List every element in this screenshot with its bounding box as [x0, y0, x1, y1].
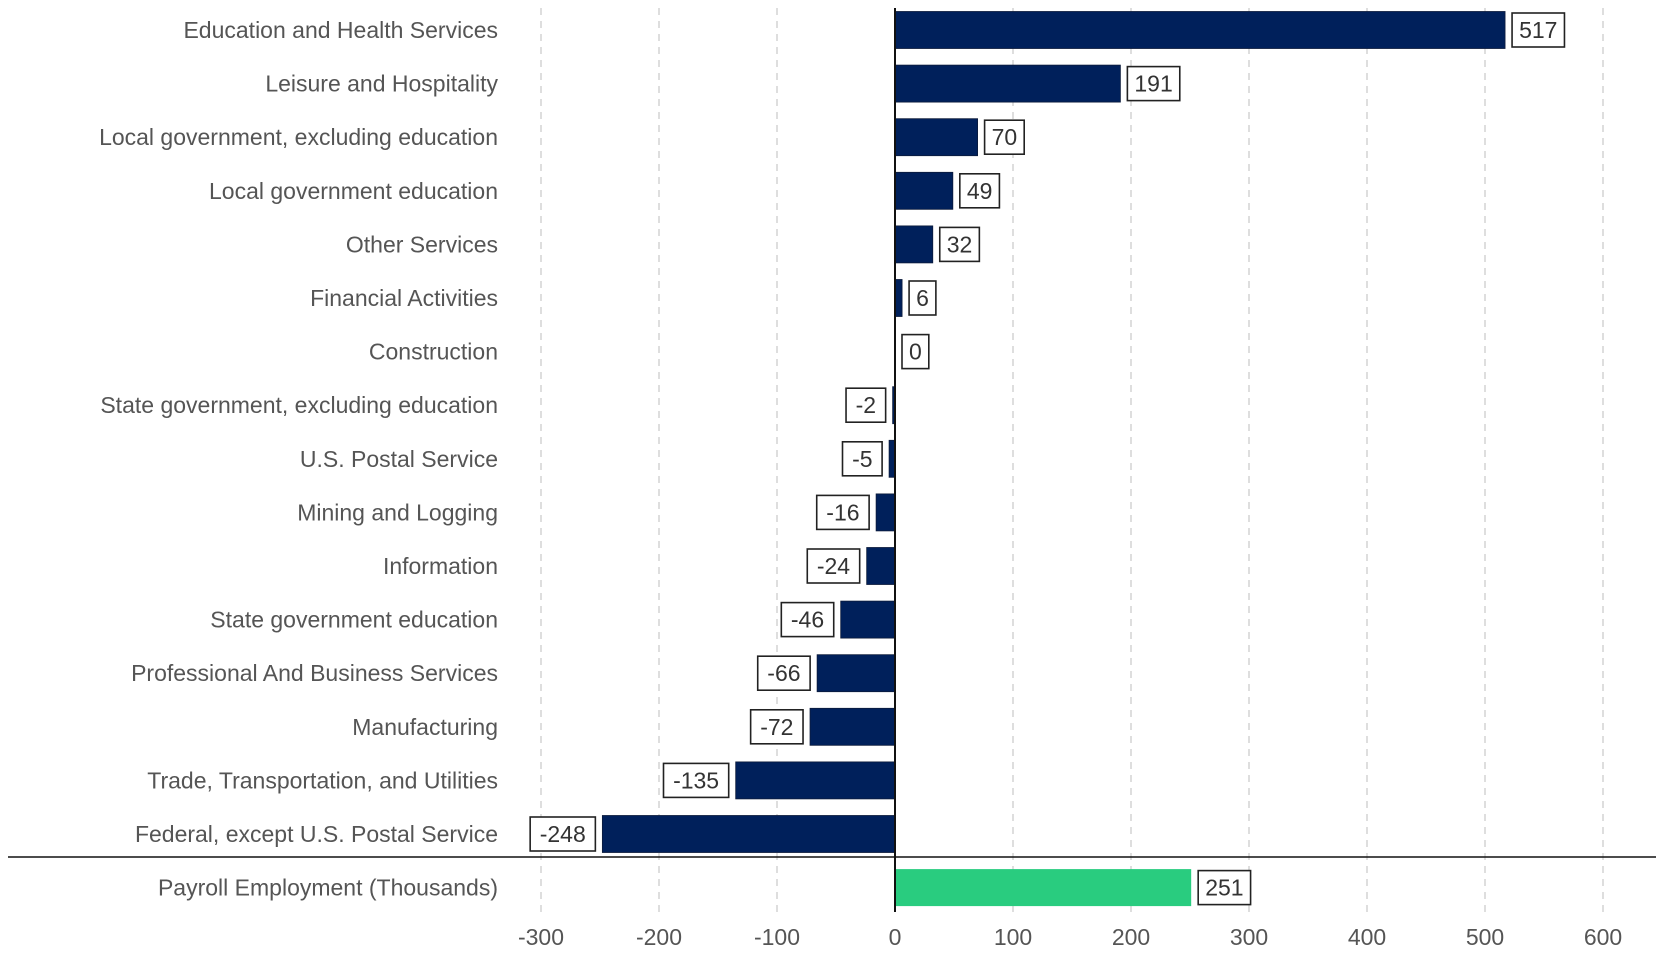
value-label: 49 [967, 178, 993, 204]
value-label-box [938, 226, 981, 263]
category-label: Mining and Logging [297, 499, 498, 525]
value-labels: 517 191 70 49 32 6 0 -2 -5 -16 -24 -46 -66 -72 -135 -24… [529, 12, 1566, 906]
bar [816, 654, 896, 693]
category-label: Leisure and Hospitality [265, 71, 498, 97]
x-tick-label: 300 [1230, 924, 1268, 950]
value-label-box [815, 494, 870, 531]
axes [8, 8, 1656, 912]
x-tick-label: 100 [994, 924, 1032, 950]
bar [894, 64, 1121, 103]
value-label-box [749, 708, 804, 745]
value-label-box [806, 548, 861, 584]
value-label: -46 [791, 607, 824, 633]
value-label-box [662, 762, 730, 799]
value-label-box [841, 440, 883, 477]
category-label: Local government, excluding education [99, 124, 498, 150]
value-label: -5 [852, 446, 872, 472]
value-label: 251 [1205, 875, 1243, 901]
category-labels: Education and Health Services Leisure and… [99, 17, 498, 901]
x-tick-label: -200 [636, 924, 682, 950]
bars [601, 11, 1506, 907]
bar [894, 171, 954, 210]
x-tick-label: 600 [1584, 924, 1622, 950]
value-label: -135 [673, 767, 719, 793]
value-label-box [1197, 869, 1252, 906]
category-label: Federal, except U.S. Postal Service [135, 821, 498, 847]
value-label-box [780, 601, 835, 638]
value-label: 517 [1519, 17, 1557, 43]
value-label: 6 [916, 285, 929, 311]
category-label: Construction [369, 339, 498, 365]
bar [809, 707, 896, 746]
value-label: 0 [909, 339, 922, 365]
value-label: 32 [947, 231, 973, 257]
value-label: -2 [856, 392, 876, 418]
category-label: Local government education [209, 178, 498, 204]
x-tick-labels: -300 -200 -100 0 100 200 300 400 500 600 [518, 924, 1622, 950]
value-label-box [529, 816, 597, 852]
total-bar [895, 869, 1192, 907]
bar [894, 118, 978, 157]
bar [840, 600, 896, 639]
value-label-box [901, 333, 930, 370]
category-label: Other Services [346, 231, 498, 257]
category-label: Trade, Transportation, and Utilities [147, 767, 498, 793]
value-label: -72 [760, 714, 793, 740]
value-label: -24 [817, 553, 850, 579]
bar [894, 225, 934, 264]
bar [866, 547, 896, 585]
value-label: -16 [826, 499, 859, 525]
value-label: -248 [540, 821, 586, 847]
value-label-box [983, 119, 1025, 155]
value-label: 191 [1134, 71, 1172, 97]
value-label-box [756, 655, 811, 692]
value-label: -66 [767, 660, 800, 686]
category-label: State government education [210, 607, 498, 633]
category-label: State government, excluding education [100, 392, 498, 418]
value-label-box [908, 280, 937, 316]
x-tick-label: -100 [754, 924, 800, 950]
x-tick-label: 500 [1466, 924, 1504, 950]
bar [894, 279, 903, 317]
value-label-box [845, 387, 887, 424]
category-label: U.S. Postal Service [300, 446, 498, 472]
x-tick-label: 0 [889, 924, 902, 950]
category-label: Education and Health Services [183, 17, 498, 43]
bar [601, 815, 896, 853]
x-tick-label: 400 [1348, 924, 1386, 950]
value-label-box [959, 173, 1001, 209]
category-label: Professional And Business Services [131, 660, 498, 686]
x-tick-label: 200 [1112, 924, 1150, 950]
value-label-box [1126, 65, 1181, 102]
bar [894, 11, 1506, 49]
bar [875, 493, 896, 532]
category-label: Information [383, 553, 498, 579]
category-label: Financial Activities [310, 285, 498, 311]
bar [735, 761, 896, 800]
value-label-box [1511, 12, 1566, 48]
total-label: Payroll Employment (Thousands) [158, 875, 498, 901]
x-tick-label: -300 [518, 924, 564, 950]
value-label: 70 [992, 124, 1018, 150]
category-label: Manufacturing [352, 714, 498, 740]
